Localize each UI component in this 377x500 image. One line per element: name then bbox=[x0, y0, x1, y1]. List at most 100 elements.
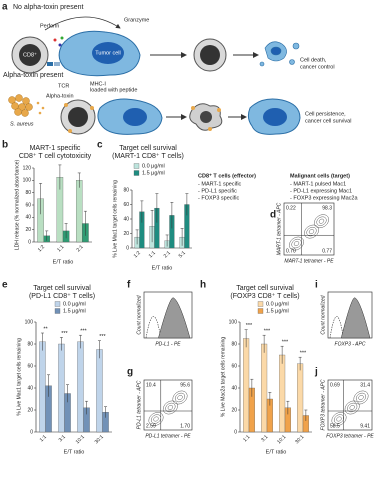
bar bbox=[39, 341, 46, 433]
y-tick-label: 80 bbox=[27, 341, 33, 347]
panel-label: a bbox=[2, 2, 8, 13]
contour bbox=[333, 414, 345, 424]
contour bbox=[289, 236, 304, 251]
quadrant-value: 0.22 bbox=[286, 205, 296, 211]
nucleus bbox=[200, 111, 212, 123]
y-tick-label: 0 bbox=[234, 429, 237, 435]
quadrant-value: 0.77 bbox=[322, 248, 332, 254]
error-bar bbox=[304, 409, 308, 421]
x-tick-label: 3:1 bbox=[260, 434, 269, 443]
error-bar bbox=[180, 228, 184, 246]
contour bbox=[304, 224, 319, 239]
x-axis-label: E/T ratio bbox=[152, 265, 173, 271]
panel-label: d bbox=[270, 210, 276, 221]
error-bar bbox=[298, 356, 302, 371]
significance: ** bbox=[43, 326, 48, 332]
x-axis-label: FOXP3 - APC bbox=[335, 341, 366, 347]
error-bar bbox=[59, 337, 63, 351]
contour bbox=[353, 390, 369, 405]
list-item: - MART-1 pulsed Mac1 bbox=[290, 181, 346, 187]
y-axis-label: % Live Mac1 target cells remaining bbox=[16, 338, 22, 416]
outcome: Cell persistence, bbox=[305, 111, 346, 117]
legend-swatch bbox=[257, 308, 264, 314]
legend-label: 0.0 µg/ml bbox=[63, 301, 86, 307]
x-tick-label: 1:2 bbox=[133, 250, 142, 259]
nucleus bbox=[200, 45, 220, 65]
contour bbox=[314, 214, 329, 229]
contour bbox=[331, 412, 347, 426]
y-axis-label: % Live Mac1 target cells remaining bbox=[112, 180, 118, 258]
chart-subtitle: (PD-L1 CD8⁺ T cells) bbox=[29, 293, 95, 300]
error-bar bbox=[58, 164, 62, 190]
significance: *** bbox=[282, 340, 289, 346]
x-tick-label: 1:1 bbox=[56, 244, 65, 253]
quadrant-value: 0.70 bbox=[286, 248, 296, 254]
plot-frame bbox=[327, 379, 373, 431]
x-axis-label: E/T ratio bbox=[64, 449, 85, 455]
tcr bbox=[47, 62, 53, 66]
error-bar bbox=[66, 384, 70, 403]
list-item: - FOXP3 specific bbox=[198, 195, 240, 201]
panel-label: h bbox=[200, 280, 206, 291]
quadrant-value: 2.59 bbox=[146, 423, 156, 429]
error-bar bbox=[83, 210, 87, 236]
quadrant-value: 1.70 bbox=[180, 423, 190, 429]
label: loaded with peptide bbox=[90, 87, 137, 93]
error-bar bbox=[64, 223, 68, 239]
error-bar bbox=[280, 345, 284, 364]
y-tick-label: 80 bbox=[25, 190, 31, 196]
error-bar bbox=[155, 193, 159, 223]
contour bbox=[349, 405, 355, 410]
y-tick-label: 20 bbox=[231, 407, 237, 413]
x-tick-label: 10:1 bbox=[276, 434, 287, 445]
y-tick-label: 60 bbox=[25, 202, 31, 208]
x-axis-label: FOXP3 tetramer - PE bbox=[326, 433, 374, 439]
y-axis-label: PD-L1 tetramer - APC bbox=[136, 380, 142, 429]
outcome: Cell death, bbox=[300, 57, 327, 63]
x-tick-label: 3:1 bbox=[58, 434, 67, 443]
contour bbox=[308, 229, 315, 235]
label: Alpha-toxin bbox=[46, 93, 74, 99]
x-axis-label: MART-1 tetramer - PE bbox=[284, 258, 334, 264]
y-axis-label: MART-1 tetramer - APC bbox=[276, 202, 282, 255]
legend-label: 0.0 µg/ml bbox=[142, 163, 165, 169]
outcome: cancer control bbox=[300, 64, 335, 70]
error-bar bbox=[78, 334, 82, 349]
y-tick-label: 20 bbox=[25, 227, 31, 233]
panel-label: c bbox=[97, 140, 103, 151]
y-tick-label: 100 bbox=[23, 178, 32, 184]
error-bar bbox=[150, 210, 154, 243]
list-title: Malignant cells (target) bbox=[290, 173, 350, 179]
x-tick-label: 2:1 bbox=[163, 250, 172, 259]
error-bar bbox=[262, 334, 266, 353]
heading: Alpha-toxin present bbox=[3, 72, 63, 79]
toxin bbox=[64, 103, 94, 133]
quadrant-value: 31.4 bbox=[360, 382, 370, 388]
contour bbox=[347, 402, 358, 413]
label: TCR bbox=[58, 83, 69, 89]
x-tick-label: 1:1 bbox=[39, 434, 48, 443]
quadrant-value: 98.3 bbox=[322, 205, 332, 211]
contour bbox=[162, 400, 178, 415]
error-bar bbox=[45, 230, 49, 241]
contour bbox=[167, 405, 174, 410]
y-tick-label: 120 bbox=[23, 165, 32, 171]
contour bbox=[316, 216, 327, 226]
outcome: cancer cell survival bbox=[305, 118, 351, 124]
error-bar bbox=[268, 392, 272, 406]
panel-label: f bbox=[127, 280, 131, 291]
x-axis-label: PD-L1 - PE bbox=[155, 341, 181, 347]
y-tick-label: 60 bbox=[27, 363, 33, 369]
toxin bbox=[36, 101, 45, 115]
histogram-stained bbox=[340, 297, 371, 339]
y-tick-label: 80 bbox=[123, 187, 129, 193]
nucleus bbox=[263, 108, 287, 126]
nucleus bbox=[92, 42, 124, 64]
contour bbox=[306, 226, 317, 237]
legend-label: 1.5 µg/ml bbox=[266, 308, 289, 314]
bar bbox=[77, 341, 84, 433]
list-item: - FOXP3 expressing Mac2a bbox=[290, 195, 358, 201]
x-tick-label: 5:1 bbox=[178, 250, 187, 259]
x-tick-label: 2:1 bbox=[76, 244, 85, 253]
y-axis-label: Count normalized bbox=[320, 295, 326, 334]
